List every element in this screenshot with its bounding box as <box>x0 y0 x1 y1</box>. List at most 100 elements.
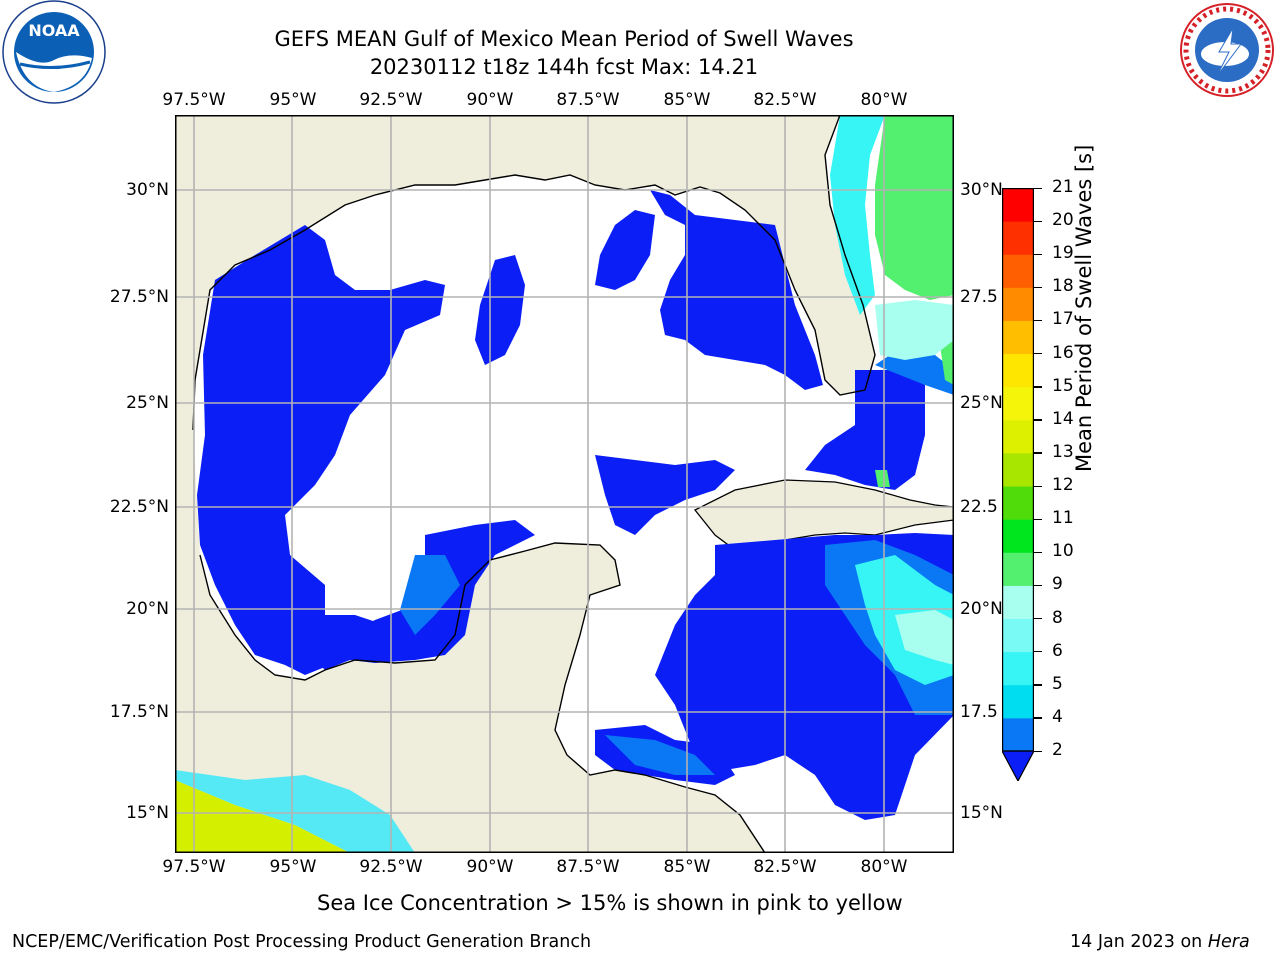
lat-label-right: 25°N <box>960 393 1003 413</box>
lon-label-bottom: 97.5°W <box>162 857 226 877</box>
lat-label-left: 30°N <box>126 180 169 200</box>
lon-label-bottom: 92.5°W <box>359 857 423 877</box>
colorbar-tick-mark <box>1034 319 1042 322</box>
colorbar-tick-label: 9 <box>1052 574 1063 595</box>
colorbar-segment <box>1002 386 1034 421</box>
noaa-logo-text: NOAA <box>28 21 80 40</box>
lat-label-left: 15°N <box>126 803 169 823</box>
lat-label-right: 30°N <box>960 180 1003 200</box>
colorbar-segment <box>1002 452 1034 487</box>
lon-label-top: 90°W <box>466 90 514 110</box>
lon-label-top: 85°W <box>663 90 711 110</box>
colorbar-tick-label: 10 <box>1052 541 1074 562</box>
title-line-2: 20230112 t18z 144h fcst Max: 14.21 <box>369 55 759 79</box>
colorbar-tick-mark <box>1034 518 1042 520</box>
coastline-yucatan <box>199 542 766 853</box>
lon-label-top: 97.5°W <box>162 90 226 110</box>
colorbar-segment <box>1002 320 1034 355</box>
colorbar-tick-mark <box>1034 485 1042 487</box>
colorbar-segment <box>1002 419 1034 454</box>
colorbar-tick-label: 14 <box>1052 408 1074 429</box>
colorbar-segment <box>1002 618 1034 653</box>
swell-regions-green <box>875 115 954 487</box>
lon-label-top: 82.5°W <box>753 90 817 110</box>
swell-regions-pale <box>875 300 954 665</box>
colorbar-segment <box>1002 254 1034 288</box>
caption: Sea Ice Concentration > 15% is shown in … <box>317 891 903 915</box>
colorbar-tick-mark <box>1034 750 1042 752</box>
colorbar-tick-label: 4 <box>1052 706 1063 727</box>
colorbar-segment <box>1002 353 1034 388</box>
lon-label-bottom: 90°W <box>466 857 514 877</box>
colorbar-segment <box>1002 221 1034 255</box>
colorbar-segment <box>1002 519 1034 553</box>
noaa-logo: NOAA <box>2 0 106 104</box>
colorbar-tick-mark <box>1034 452 1042 454</box>
lat-label-left: 20°N <box>126 599 169 619</box>
colorbar-tick-mark <box>1034 419 1042 421</box>
footer-date: 14 Jan 2023 on <box>1070 932 1208 952</box>
colorbar-tick-label: 16 <box>1052 342 1074 363</box>
title-line-1: GEFS MEAN Gulf of Mexico Mean Period of … <box>274 27 854 51</box>
colorbar-tick-label: 18 <box>1052 276 1074 297</box>
colorbar-outline <box>1002 188 1034 752</box>
colorbar-segment <box>1002 717 1034 752</box>
lat-label-left: 25°N <box>126 393 169 413</box>
coastline <box>192 115 876 431</box>
lat-label-left: 27.5°N <box>109 287 169 307</box>
colorbar-segment <box>1002 486 1034 520</box>
colorbar-tick-mark <box>1034 618 1042 620</box>
colorbar-tick-label: 5 <box>1052 673 1063 694</box>
colorbar-tick-mark <box>1034 187 1042 189</box>
footer-left: NCEP/EMC/Verification Post Processing Pr… <box>12 932 592 952</box>
colorbar-tick-mark <box>1034 386 1042 388</box>
colorbar-tick-mark <box>1034 651 1042 653</box>
colorbar-tick-label: 15 <box>1052 375 1074 396</box>
map-border <box>175 115 954 853</box>
lat-label-right: 15°N <box>960 803 1003 823</box>
colorbar-tick-mark <box>1034 717 1042 719</box>
lon-label-bottom: 82.5°W <box>753 857 817 877</box>
lon-label-top: 92.5°W <box>359 90 423 110</box>
colorbar-tick-mark <box>1034 684 1042 686</box>
lon-label-top: 80°W <box>860 90 908 110</box>
colorbar-segment <box>1002 552 1034 586</box>
footer-right: 14 Jan 2023 on Hera <box>1070 932 1250 952</box>
lon-label-bottom: 87.5°W <box>556 857 620 877</box>
colorbar-extend-arrow <box>1002 750 1034 781</box>
colorbar-tick-mark <box>1034 253 1042 256</box>
colorbar-segment <box>1002 651 1034 686</box>
colorbar-tick-label: 20 <box>1052 210 1074 231</box>
colorbar-segment <box>1002 287 1034 321</box>
colorbar-tick-label: 12 <box>1052 475 1074 496</box>
colorbar-tick-label: 13 <box>1052 441 1074 462</box>
lat-label-right: 22.5 <box>960 497 998 517</box>
graticule <box>175 115 954 853</box>
lon-label-bottom: 85°W <box>663 857 711 877</box>
colorbar-tick-mark <box>1034 220 1042 222</box>
footer-host: Hera <box>1207 932 1250 952</box>
colorbar <box>1002 188 1034 781</box>
lon-label-bottom: 95°W <box>269 857 317 877</box>
lat-label-right: 20°N <box>960 599 1003 619</box>
map-panel <box>175 115 954 853</box>
lat-label-right: 17.5 <box>960 702 998 722</box>
colorbar-label: Mean Period of Swell Waves [s] <box>1072 144 1096 472</box>
colorbar-tick-label: 19 <box>1052 243 1074 264</box>
lon-label-bottom: 80°W <box>860 857 908 877</box>
pacific-swell-band <box>175 770 415 853</box>
colorbar-tick-mark <box>1034 353 1042 355</box>
colorbar-segment <box>1002 188 1034 222</box>
pacific-swell <box>175 780 350 853</box>
colorbar-tick-label: 8 <box>1052 607 1063 628</box>
nws-logo <box>1180 3 1274 97</box>
lat-label-right: 27.5 <box>960 287 998 307</box>
lon-label-top: 95°W <box>269 90 317 110</box>
colorbar-tick-label: 21 <box>1052 177 1074 197</box>
colorbar-segment <box>1002 585 1034 620</box>
colorbar-tick-label: 17 <box>1052 309 1074 330</box>
lon-label-top: 87.5°W <box>556 90 620 110</box>
colorbar-segment <box>1002 684 1034 719</box>
colorbar-tick-mark <box>1034 286 1042 289</box>
